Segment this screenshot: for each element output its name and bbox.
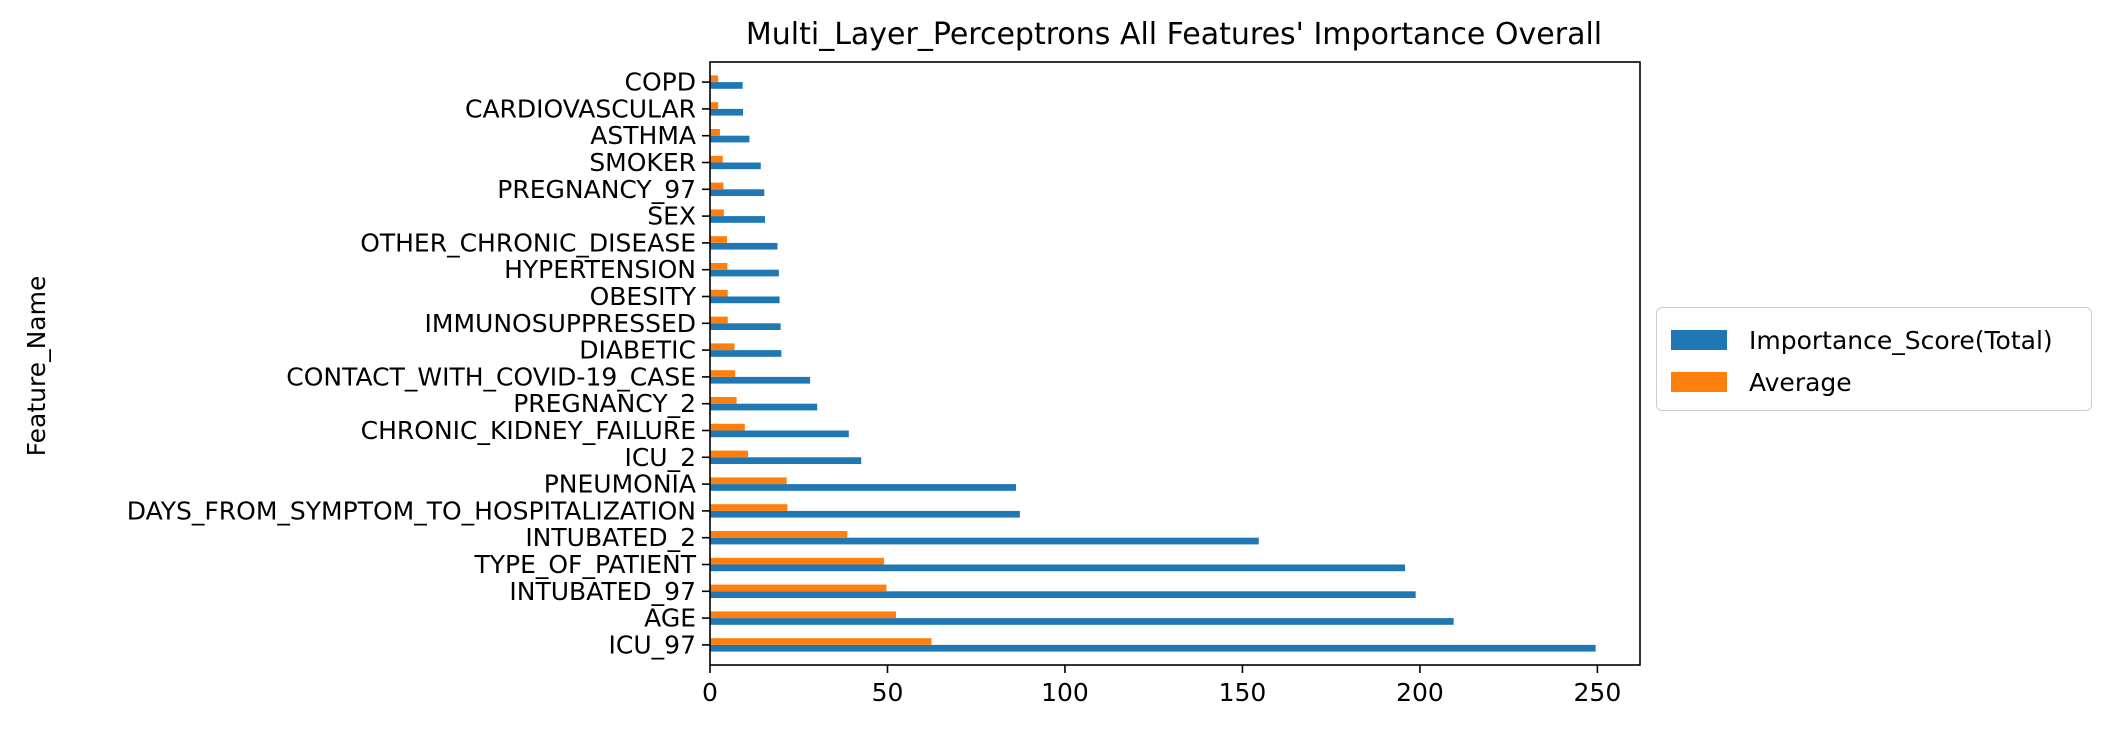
plot-frame [709, 61, 1641, 666]
bar-average-icu-2 [710, 450, 748, 458]
bar-importance-score-total-intubated-2 [710, 537, 1259, 545]
bar-importance-score-total-pregnancy-97 [710, 189, 765, 196]
bar-average-hypertension [710, 263, 728, 270]
bar-importance-score-total-smoker [710, 162, 761, 170]
y-tick-label-icu-97: ICU_97 [609, 630, 696, 659]
bar-importance-score-total-sex [710, 216, 766, 223]
bar-average-sex [710, 209, 724, 217]
bar-importance-score-total-immunosuppressed [710, 323, 781, 330]
y-axis-label: Feature_Name [22, 276, 51, 457]
bar-average-smoker [710, 155, 723, 163]
chart-title: Multi_Layer_Perceptrons All Features' Im… [746, 17, 1602, 52]
bar-importance-score-total-intubated-97 [710, 591, 1416, 598]
y-tick-label-obesity: OBESITY [590, 282, 697, 311]
bar-importance-score-total-pneumonia [710, 484, 1016, 491]
bar-importance-score-total-other-chronic-disease [710, 242, 778, 250]
bar-average-intubated-97 [710, 584, 887, 592]
bar-importance-score-total-icu-2 [710, 457, 862, 464]
bar-average-immunosuppressed [710, 316, 728, 324]
bar-importance-score-total-type-of-patient [710, 564, 1406, 572]
y-tick-label-pregnancy-97: PREGNANCY_97 [497, 175, 696, 204]
y-tick-label-contact-with-covid-19-case: CONTACT_WITH_COVID-19_CASE [286, 362, 696, 391]
y-tick-label-immunosuppressed: IMMUNOSUPPRESSED [425, 309, 696, 338]
y-tick-label-intubated-97: INTUBATED_97 [509, 577, 696, 606]
legend-swatch-total [1671, 330, 1727, 350]
y-tick-label-diabetic: DIABETIC [579, 336, 696, 365]
bar-average-asthma [710, 129, 720, 136]
bar-importance-score-total-pregnancy-2 [710, 403, 818, 411]
y-tick-label-other-chronic-disease: OTHER_CHRONIC_DISEASE [360, 228, 696, 257]
x-tick-label-200: 200 [1396, 678, 1444, 707]
bar-importance-score-total-copd [710, 82, 743, 89]
bar-importance-score-total-diabetic [710, 350, 782, 357]
bar-importance-score-total-age [710, 618, 1454, 625]
y-tick-label-pregnancy-2: PREGNANCY_2 [513, 389, 696, 418]
legend-item-average: Average [1671, 362, 1852, 402]
y-tick-label-age: AGE [644, 604, 696, 633]
y-tick-label-type-of-patient: TYPE_OF_PATIENT [473, 550, 696, 579]
y-tick-label-smoker: SMOKER [589, 148, 696, 177]
bar-average-copd [710, 75, 719, 83]
x-tick-label-100: 100 [1041, 678, 1089, 707]
bar-average-diabetic [710, 343, 735, 351]
x-tick-label-50: 50 [872, 678, 904, 707]
legend-label-total: Importance_Score(Total) [1749, 325, 2053, 355]
bar-importance-score-total-chronic-kidney-failure [710, 430, 849, 438]
y-ticks-layer: ICU_97AGEINTUBATED_97TYPE_OF_PATIENTINTU… [127, 68, 710, 659]
bar-average-pneumonia [710, 477, 787, 485]
bar-average-contact-with-covid-19-case [710, 370, 736, 377]
bar-average-days-from-symptom-to-hospitalization [710, 504, 788, 511]
y-tick-label-asthma: ASTHMA [590, 121, 696, 150]
bar-average-intubated-2 [710, 531, 848, 538]
legend: Importance_Score(Total) Average [1656, 307, 2092, 411]
x-tick-label-0: 0 [702, 678, 718, 707]
x-tick-label-150: 150 [1219, 678, 1267, 707]
legend-swatch-average [1671, 372, 1727, 392]
bar-importance-score-total-cardiovascular [710, 108, 744, 116]
legend-label-average: Average [1749, 367, 1852, 397]
bar-average-obesity [710, 289, 728, 297]
bar-importance-score-total-contact-with-covid-19-case [710, 376, 811, 384]
y-tick-label-hypertension: HYPERTENSION [504, 255, 696, 284]
bar-average-pregnancy-2 [710, 397, 737, 404]
y-tick-label-days-from-symptom-to-hospitalization: DAYS_FROM_SYMPTOM_TO_HOSPITALIZATION [127, 496, 696, 525]
y-tick-label-copd: COPD [625, 68, 696, 97]
y-tick-label-intubated-2: INTUBATED_2 [525, 523, 696, 552]
bar-average-pregnancy-97 [710, 182, 724, 190]
bar-importance-score-total-days-from-symptom-to-hospitalization [710, 510, 1020, 518]
bar-importance-score-total-asthma [710, 135, 750, 143]
bar-importance-score-total-icu-97 [710, 644, 1596, 652]
bar-importance-score-total-obesity [710, 296, 780, 304]
bar-average-cardiovascular [710, 102, 719, 109]
y-tick-label-cardiovascular: CARDIOVASCULAR [465, 94, 696, 123]
bar-importance-score-total-hypertension [710, 269, 779, 277]
legend-item-total: Importance_Score(Total) [1671, 320, 2053, 360]
y-tick-label-sex: SEX [647, 202, 696, 231]
bar-average-age [710, 611, 896, 619]
x-ticks-layer: 0 50 100 150 200 250 [702, 665, 1621, 707]
bar-average-icu-97 [710, 638, 932, 645]
bar-average-type-of-patient [710, 557, 884, 565]
bars-layer [710, 75, 1596, 652]
bar-average-other-chronic-disease [710, 236, 728, 243]
y-tick-label-icu-2: ICU_2 [624, 443, 696, 472]
y-tick-label-pneumonia: PNEUMONIA [544, 470, 696, 499]
x-tick-label-250: 250 [1574, 678, 1622, 707]
bar-average-chronic-kidney-failure [710, 423, 745, 431]
y-tick-label-chronic-kidney-failure: CHRONIC_KIDNEY_FAILURE [361, 416, 696, 445]
